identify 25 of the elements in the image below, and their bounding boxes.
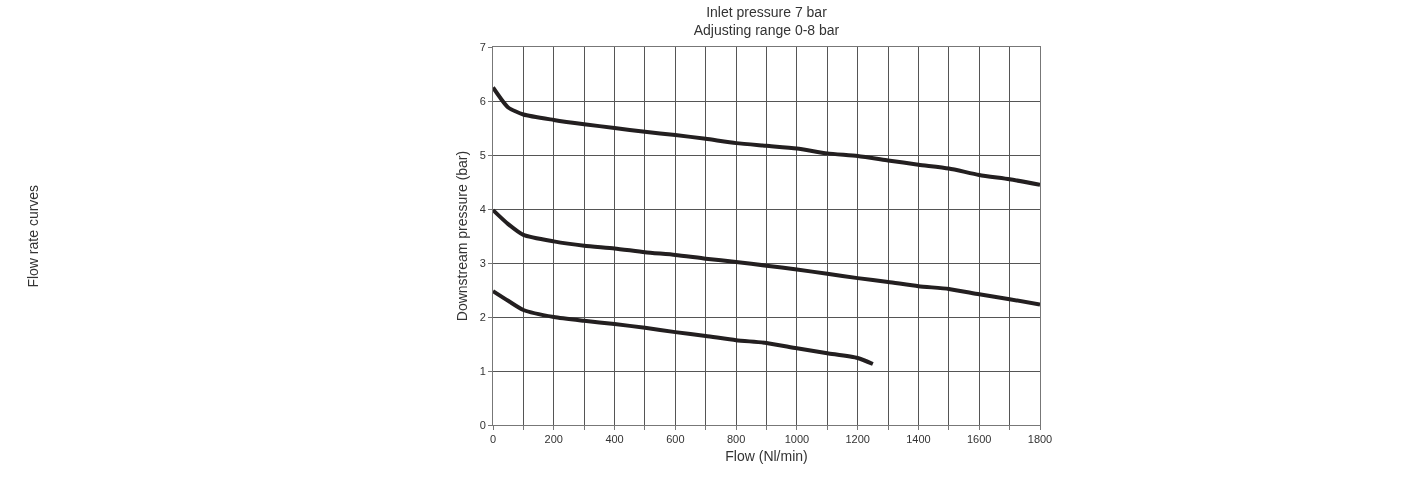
y-tick-label: 2	[479, 310, 486, 323]
x-tick-label: 1600	[966, 433, 992, 446]
x-axis-title: Flow (Nl/min)	[725, 447, 808, 464]
chart-title: Inlet pressure 7 bar Adjusting range 0-8 bar	[693, 3, 840, 38]
line-series	[493, 85, 1040, 187]
x-tick-label: 1400	[906, 433, 931, 446]
y-tick-label: 7	[479, 40, 486, 53]
y-tick-label: 5	[479, 148, 486, 161]
y-tick-label: 0	[479, 418, 486, 431]
line-series	[493, 208, 1040, 307]
x-tick-label: 1200	[845, 433, 870, 446]
x-tick-label: 800	[726, 433, 746, 446]
y-tick-label: 3	[479, 256, 486, 269]
line-series	[493, 289, 875, 366]
x-tick-label: 1800	[1027, 433, 1053, 446]
x-tick-label: 1000	[784, 433, 810, 446]
x-tick-label: 600	[666, 433, 685, 446]
x-tick-label: 400	[605, 433, 624, 446]
y-axis-title: Downstream pressure (bar)	[454, 150, 471, 322]
x-tick-label: 0	[489, 433, 497, 446]
y-tick-label: 6	[479, 94, 486, 107]
text: Flow rate curves	[24, 184, 41, 288]
y-tick-label: 1	[479, 364, 486, 377]
y-tick-label: 4	[479, 202, 486, 215]
x-tick-label: 200	[544, 433, 563, 446]
